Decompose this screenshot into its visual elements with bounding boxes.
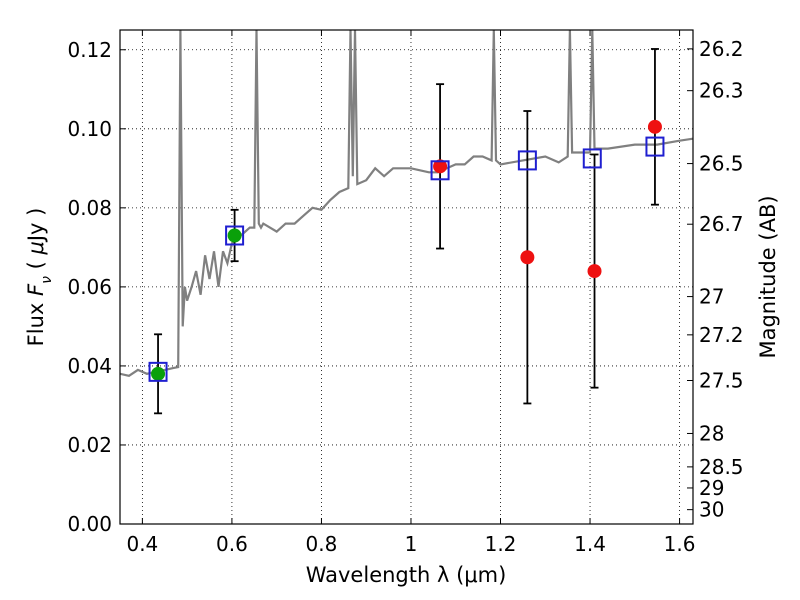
axis-ticks: 0.4 0.6 0.8 1 1.2 1.4 1.6 0.00 0.02 0.04 0.06 0.08 0… xyxy=(67,30,744,556)
y2-tick-label: 27.2 xyxy=(699,323,744,347)
y2-tick-label: 28.5 xyxy=(699,455,744,479)
x-tick-label: 1.2 xyxy=(485,532,517,556)
y-axis-label-part: Flux xyxy=(24,296,48,346)
y2-tick-label: 27 xyxy=(699,285,724,309)
x-axis-label: Wavelength λ (μm) xyxy=(306,563,507,587)
low-snr-point xyxy=(433,159,448,174)
y2-tick-label: 26.7 xyxy=(699,212,744,236)
model-band-marker xyxy=(225,225,245,246)
model-band-marker xyxy=(517,150,537,171)
low-snr-point xyxy=(587,264,602,279)
x-tick-label: 1.6 xyxy=(664,532,696,556)
model-band-marker xyxy=(582,148,602,169)
spectrum-line xyxy=(120,30,693,377)
spectrum-layer xyxy=(120,30,693,377)
y-axis-label-part: F xyxy=(24,283,48,296)
y-tick-label: 0.04 xyxy=(67,354,112,378)
model-band-marker xyxy=(645,136,665,157)
y2-tick-label: 27.5 xyxy=(699,369,744,393)
y-tick-label: 0.00 xyxy=(67,512,112,536)
y2-tick-label: 26.2 xyxy=(699,37,744,61)
y-axis-label: Flux Fν ( μJy ) xyxy=(24,208,55,347)
plot-frame xyxy=(119,29,694,525)
y-tick-label: 0.10 xyxy=(67,117,112,141)
y-axis-label-part: ν xyxy=(39,276,55,284)
detection-point xyxy=(151,366,166,381)
y2-tick-label: 29 xyxy=(699,476,724,500)
y2-tick-label: 26.5 xyxy=(699,152,744,176)
y2-tick-label: 26.3 xyxy=(699,79,744,103)
y-tick-label: 0.06 xyxy=(67,275,112,299)
low-snr-point xyxy=(647,119,662,134)
x-tick-label: 1.4 xyxy=(574,532,606,556)
y-tick-label: 0.12 xyxy=(67,38,112,62)
y-axis-label-part: ( xyxy=(24,255,48,277)
x-tick-label: 0.4 xyxy=(126,532,158,556)
y2-tick-label: 28 xyxy=(699,421,724,445)
y-axis-label-part: μ xyxy=(24,241,48,255)
y-tick-label: 0.08 xyxy=(67,196,112,220)
grid-lines xyxy=(120,30,693,525)
y2-axis-label: Magnitude (AB) xyxy=(756,195,780,358)
y-axis-label-part: Jy ) xyxy=(24,208,48,244)
detection-point xyxy=(227,228,242,243)
x-tick-label: 1 xyxy=(405,532,418,556)
points-layer xyxy=(148,48,665,415)
model-band-marker xyxy=(430,160,450,181)
model-band-marker xyxy=(148,361,168,382)
low-snr-point xyxy=(520,250,535,265)
x-tick-label: 0.8 xyxy=(306,532,338,556)
y-tick-label: 0.02 xyxy=(67,433,112,457)
x-tick-label: 0.6 xyxy=(216,532,248,556)
y2-tick-label: 30 xyxy=(699,498,724,522)
